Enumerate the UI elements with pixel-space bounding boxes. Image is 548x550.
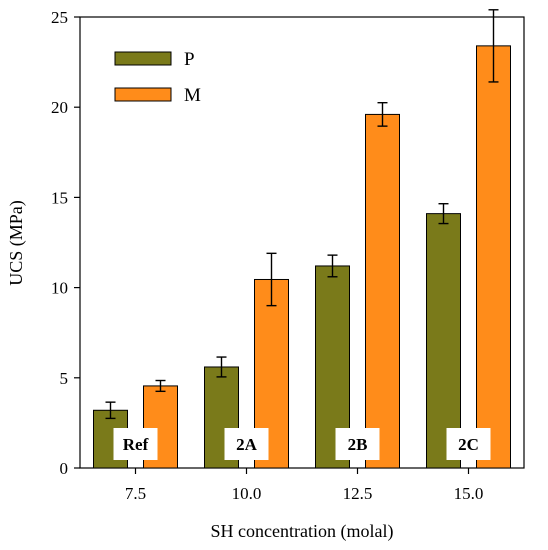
group-label: 2C [458, 435, 479, 454]
group-label: Ref [123, 435, 149, 454]
group-label-box [335, 428, 380, 460]
y-tick-label: 0 [60, 459, 69, 478]
x-tick-label: 10.0 [232, 484, 262, 503]
bar-p [426, 213, 461, 469]
y-tick-label: 5 [60, 369, 69, 388]
x-tick-label: 12.5 [343, 484, 373, 503]
group-label-box [446, 428, 491, 460]
legend-label: M [184, 85, 201, 106]
legend-label: P [184, 49, 195, 70]
legend-swatch-p [114, 51, 172, 66]
group-label: 2A [236, 435, 258, 454]
group-label-box [224, 428, 269, 460]
y-tick-label: 15 [51, 188, 68, 207]
y-tick-label: 10 [51, 279, 68, 298]
y-axis-title: UCS (MPa) [6, 200, 27, 286]
bar-m [476, 45, 511, 469]
group-label-box [113, 428, 158, 460]
y-tick-label: 25 [51, 8, 68, 27]
plot-frame [79, 16, 525, 469]
x-tick-label: 15.0 [454, 484, 484, 503]
bar-m [365, 113, 400, 469]
legend-swatch-m [114, 87, 172, 102]
y-tick-label: 20 [51, 98, 68, 117]
x-axis-title: SH concentration (molal) [211, 521, 394, 542]
x-tick-label: 7.5 [125, 484, 146, 503]
group-label: 2B [348, 435, 368, 454]
